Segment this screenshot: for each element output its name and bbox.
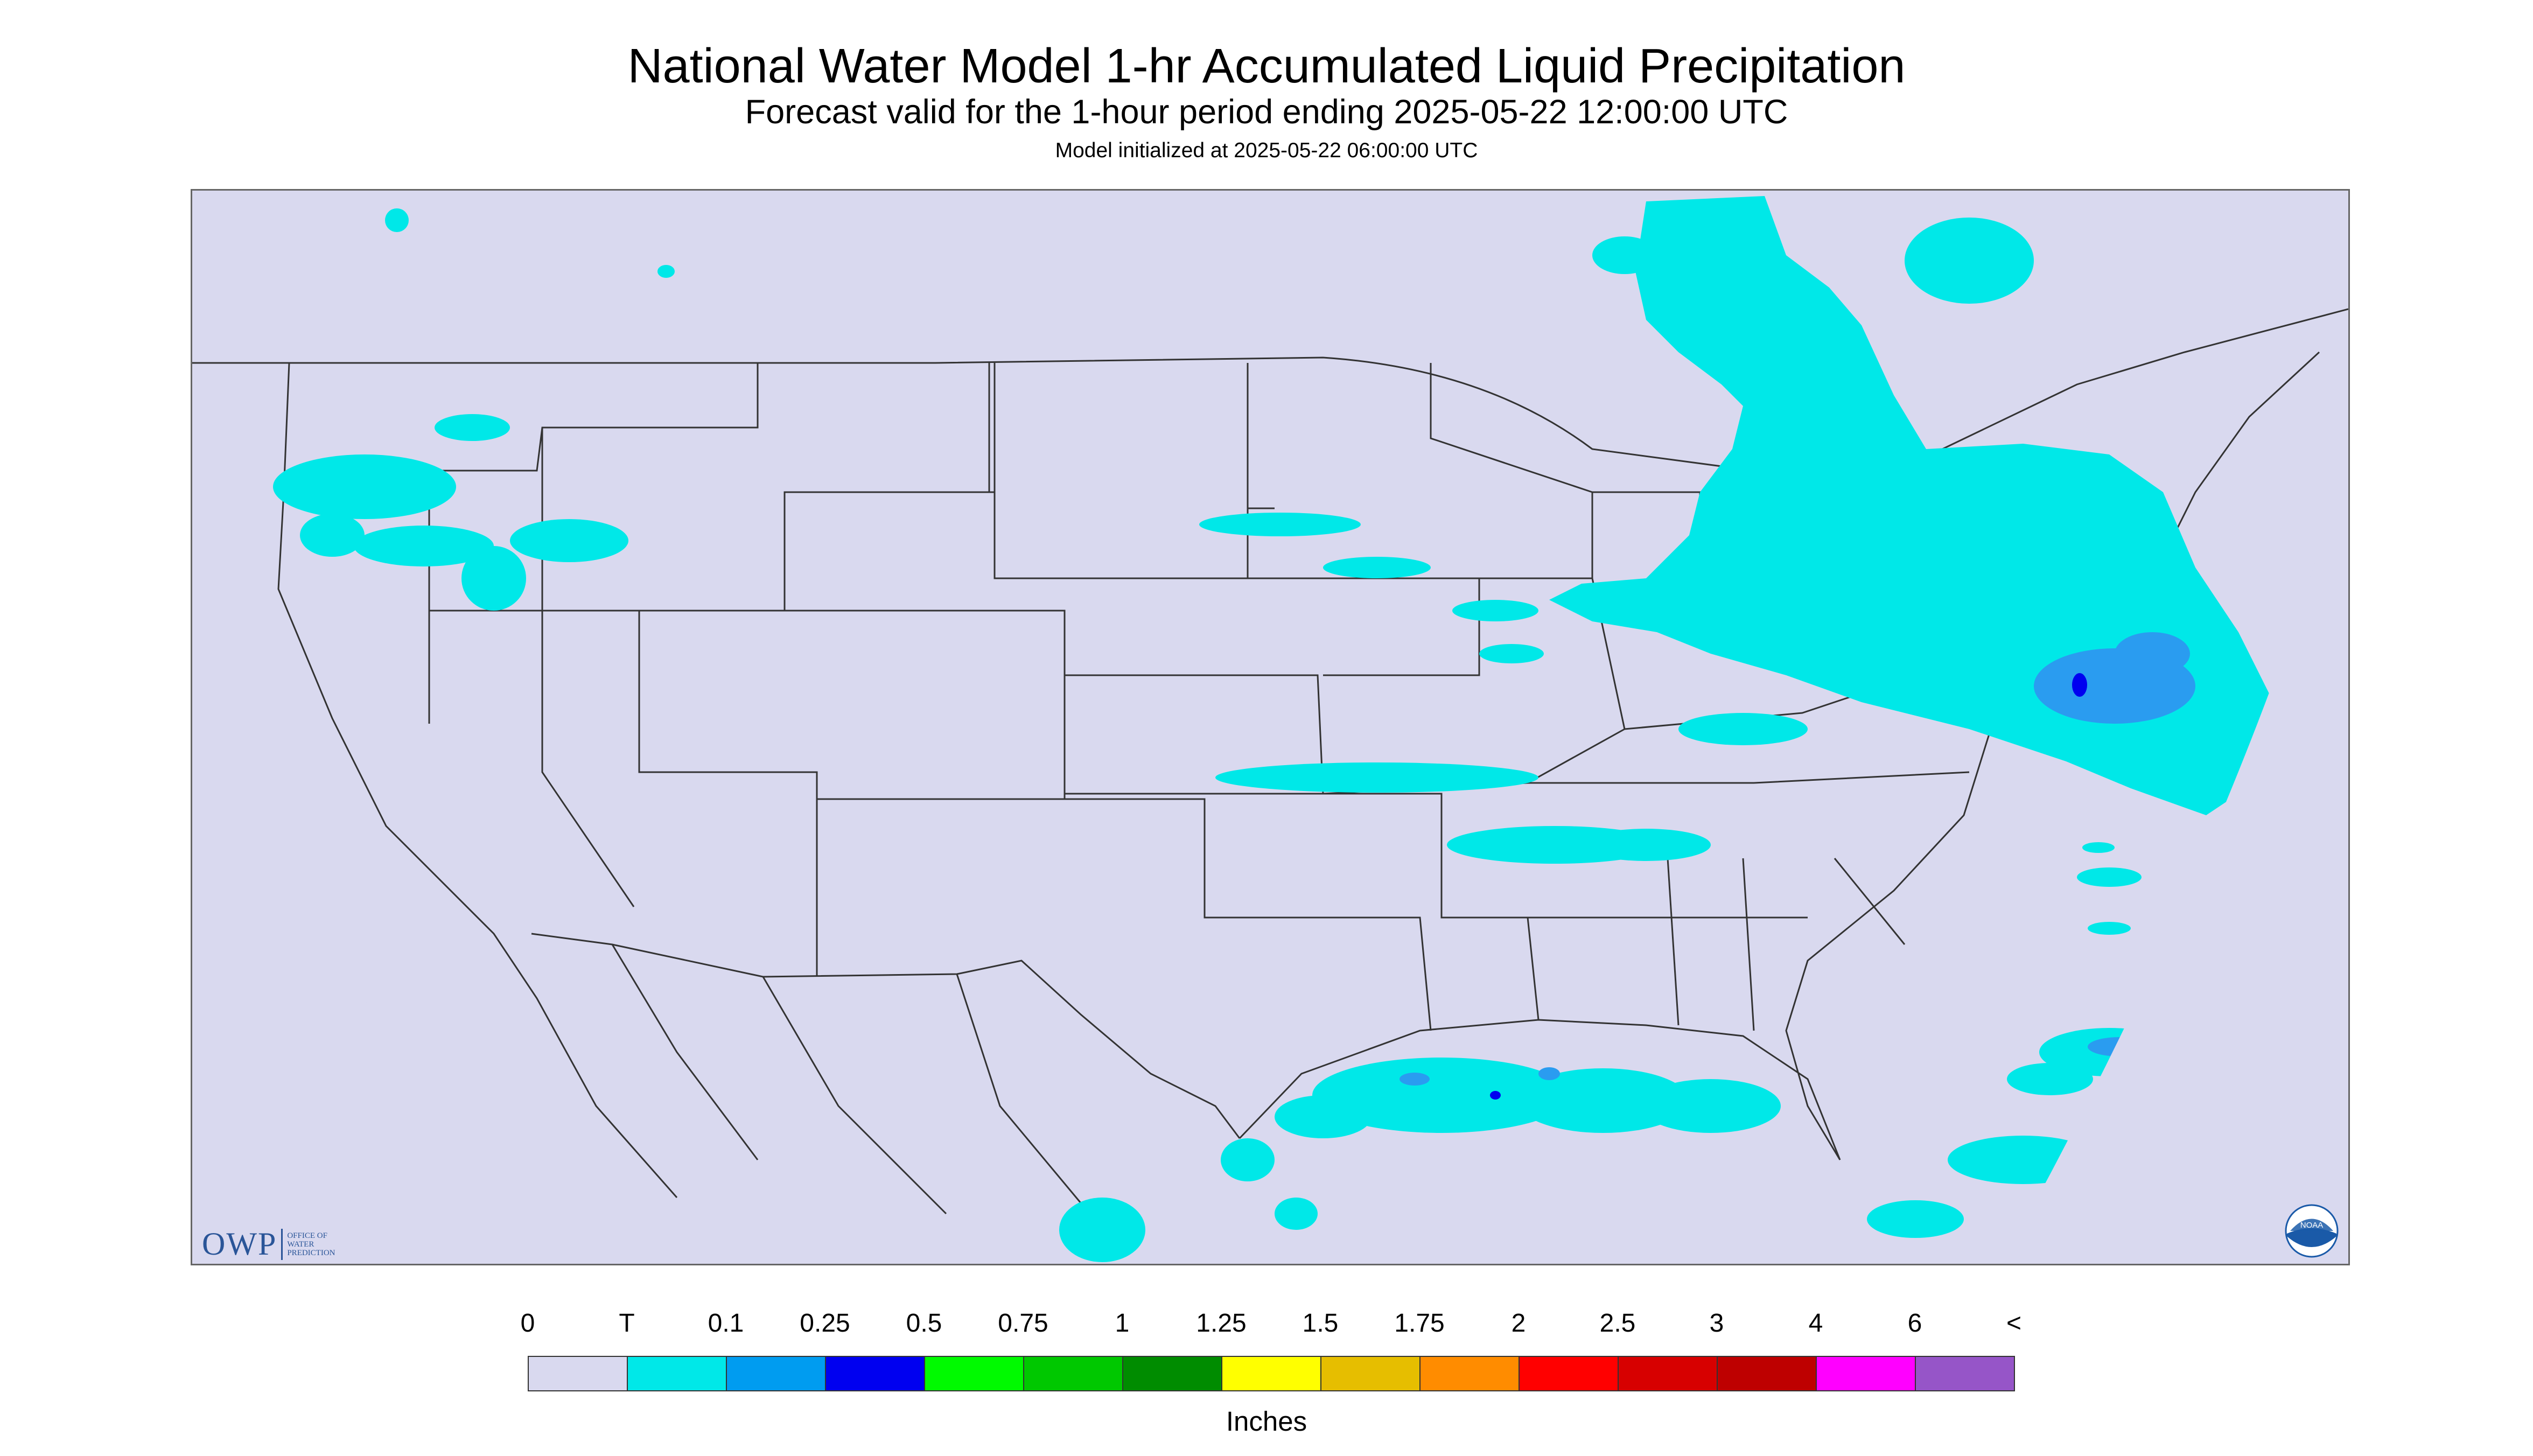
legend-tick-label: < — [2006, 1309, 2022, 1338]
legend-tick-label: 6 — [1907, 1309, 1922, 1338]
legend-units-label: Inches — [1226, 1406, 1307, 1437]
svg-text:NOAA: NOAA — [2300, 1221, 2324, 1230]
legend-swatch — [1718, 1357, 1817, 1390]
legend-swatch — [826, 1357, 925, 1390]
domain-mask-left — [192, 191, 478, 1264]
owp-logo-subtext: OFFICE OF WATER PREDICTION — [287, 1231, 335, 1257]
owp-logo: OWP OFFICE OF WATER PREDICTION — [202, 1226, 335, 1263]
color-legend: 0 T 0.1 0.25 0.5 0.75 1 1.25 1.5 1.75 2 2.5 3 4 6 < — [521, 1308, 2021, 1391]
legend-swatch — [1222, 1357, 1321, 1390]
legend-tick-label: 2.5 — [1599, 1309, 1636, 1338]
legend-tick-label: T — [619, 1309, 635, 1338]
model-init-line: Model initialized at 2025-05-22 06:00:00… — [1055, 139, 1478, 162]
legend-swatch — [529, 1357, 628, 1390]
legend-swatch — [1421, 1357, 1520, 1390]
legend-tick-label: 1.75 — [1394, 1309, 1445, 1338]
legend-tick-label: 0.75 — [998, 1309, 1048, 1338]
chart-subtitle: Forecast valid for the 1-hour period end… — [745, 93, 1788, 131]
legend-swatch — [1520, 1357, 1619, 1390]
legend-swatch — [1123, 1357, 1222, 1390]
legend-swatch — [925, 1357, 1024, 1390]
legend-swatch — [727, 1357, 826, 1390]
legend-tick-label: 1.5 — [1302, 1309, 1339, 1338]
legend-tick-label: 0.5 — [906, 1309, 942, 1338]
legend-tick-label: 0 — [520, 1309, 535, 1338]
legend-tick-label: 2 — [1511, 1309, 1526, 1338]
precip-medium — [1490, 673, 2087, 1100]
domain-mask-right — [2002, 454, 2348, 1264]
legend-ticks: 0 T 0.1 0.25 0.5 0.75 1 1.25 1.5 1.75 2 2.5 3 4 6 < — [521, 1308, 2021, 1341]
legend-tick-label: 4 — [1808, 1309, 1823, 1338]
map-svg — [192, 191, 2348, 1264]
precip-trace — [273, 196, 2271, 1262]
owp-logo-text: OWP — [202, 1226, 277, 1262]
legend-tick-label: 0.25 — [800, 1309, 850, 1338]
chart-title: National Water Model 1-hr Accumulated Li… — [627, 39, 1906, 93]
legend-swatch — [1817, 1357, 1916, 1390]
legend-swatch — [1619, 1357, 1718, 1390]
legend-tick-label: 0.1 — [708, 1309, 744, 1338]
legend-swatch — [1321, 1357, 1421, 1390]
legend-swatch — [1916, 1357, 2014, 1390]
legend-tick-label: 3 — [1709, 1309, 1724, 1338]
legend-tick-label: 1.25 — [1196, 1309, 1247, 1338]
owp-logo-divider — [281, 1228, 283, 1260]
legend-tick-label: 1 — [1115, 1309, 1130, 1338]
noaa-logo-icon: NOAA — [2285, 1204, 2339, 1258]
legend-swatch — [1024, 1357, 1123, 1390]
precipitation-map: OWP OFFICE OF WATER PREDICTION NOAA — [191, 189, 2350, 1265]
legend-swatches — [528, 1356, 2015, 1391]
legend-swatch — [628, 1357, 727, 1390]
